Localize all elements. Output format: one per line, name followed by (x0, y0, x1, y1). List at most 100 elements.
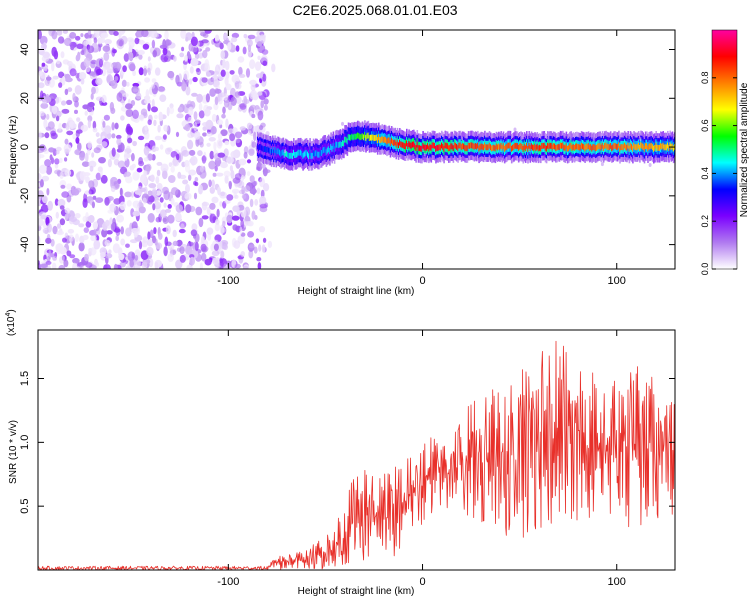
noise-speckle (196, 93, 203, 103)
noise-speckle (170, 165, 175, 173)
noise-speckle (246, 122, 253, 130)
noise-speckle (122, 93, 129, 98)
ridge-segment (541, 143, 543, 149)
noise-speckle (244, 221, 252, 227)
noise-speckle (185, 204, 192, 214)
ridge-segment (400, 141, 402, 148)
colorbar-tick-label: 0.4 (700, 167, 710, 180)
noise-speckle (41, 175, 50, 182)
ridge-segment (385, 137, 387, 144)
ridge-segment (585, 143, 588, 150)
noise-speckle (83, 57, 91, 68)
noise-speckle (68, 234, 74, 242)
ridge-segment (555, 145, 557, 151)
ridge-segment (283, 151, 286, 158)
noise-speckle (262, 73, 267, 82)
noise-speckle (167, 204, 172, 209)
ridge-segment (437, 145, 440, 151)
noise-speckle (98, 157, 106, 164)
noise-speckle (164, 236, 169, 247)
ridge-segment (310, 153, 313, 159)
noise-speckle (58, 264, 66, 269)
noise-speckle (247, 50, 252, 58)
noise-speckle (163, 124, 169, 132)
ridge-segment (479, 144, 481, 151)
noise-speckle (58, 122, 62, 131)
ridge-segment (403, 143, 406, 149)
ridge-segment (429, 143, 431, 150)
noise-speckle (38, 172, 41, 179)
noise-speckle (146, 246, 154, 256)
noise-speckle (142, 197, 147, 205)
noise-speckle (110, 185, 116, 193)
noise-speckle (237, 235, 246, 244)
noise-speckle (115, 235, 119, 242)
noise-speckle (100, 174, 108, 184)
noise-speckle (75, 72, 80, 79)
noise-speckle (235, 96, 242, 105)
ridge-segment (296, 151, 299, 158)
noise-speckle (175, 74, 180, 85)
ridge-segment (288, 152, 290, 159)
noise-speckle (231, 237, 237, 248)
noise-speckle (184, 55, 188, 62)
spectrogram-frame (37, 29, 676, 270)
ridge-segment (300, 149, 302, 156)
ridge-segment (303, 151, 306, 158)
ridge-segment (513, 144, 515, 150)
noise-speckle (51, 61, 55, 72)
noise-speckle (212, 74, 219, 82)
noise-speckle (114, 122, 119, 130)
noise-speckle (220, 250, 225, 259)
ridge-segment (657, 144, 660, 151)
ridge-segment (508, 142, 511, 149)
colorbar-tick-label: 0.6 (700, 119, 710, 132)
noise-speckle (214, 40, 223, 48)
ridge-segment (379, 137, 381, 143)
ridge-segment (281, 150, 283, 156)
noise-speckle (129, 165, 135, 171)
ridge-segment (545, 145, 548, 152)
noise-speckle (138, 54, 143, 60)
noise-speckle (88, 101, 95, 108)
ridge-segment (369, 134, 372, 141)
noise-speckle (62, 237, 67, 243)
noise-speckle (207, 78, 215, 86)
noise-speckle (227, 42, 232, 51)
noise-speckle (177, 106, 183, 113)
noise-speckle (52, 255, 57, 261)
noise-speckle (124, 103, 133, 110)
noise-speckle (188, 149, 196, 156)
noise-speckle (179, 52, 185, 58)
noise-speckle (101, 101, 108, 106)
noise-speckle (130, 239, 138, 244)
noise-speckle (101, 66, 107, 77)
x-tick-label: 0 (419, 576, 425, 588)
ridge-segment (388, 137, 391, 144)
ridge-segment (311, 152, 314, 159)
ridge-segment (452, 145, 455, 152)
noise-speckle (155, 216, 161, 223)
noise-speckle (228, 180, 232, 188)
noise-speckle (55, 243, 64, 253)
noise-speckle (221, 113, 226, 119)
noise-speckle (79, 152, 85, 161)
noise-speckle (182, 179, 189, 185)
ridge-segment (644, 143, 647, 150)
noise-speckle (190, 57, 199, 67)
noise-speckle (153, 227, 157, 235)
noise-speckle (193, 192, 198, 200)
noise-speckle (116, 214, 124, 223)
ridge-segment (420, 145, 422, 152)
noise-speckle (229, 133, 236, 142)
noise-speckle (239, 126, 246, 131)
noise-speckle (144, 99, 152, 105)
noise-speckle (91, 86, 96, 95)
noise-speckle (249, 79, 257, 86)
noise-speckle (103, 52, 110, 61)
noise-speckle (151, 39, 156, 49)
noise-speckle (197, 150, 203, 157)
ridge-segment (625, 144, 627, 151)
noise-speckle (61, 100, 67, 106)
noise-speckle (138, 114, 144, 120)
